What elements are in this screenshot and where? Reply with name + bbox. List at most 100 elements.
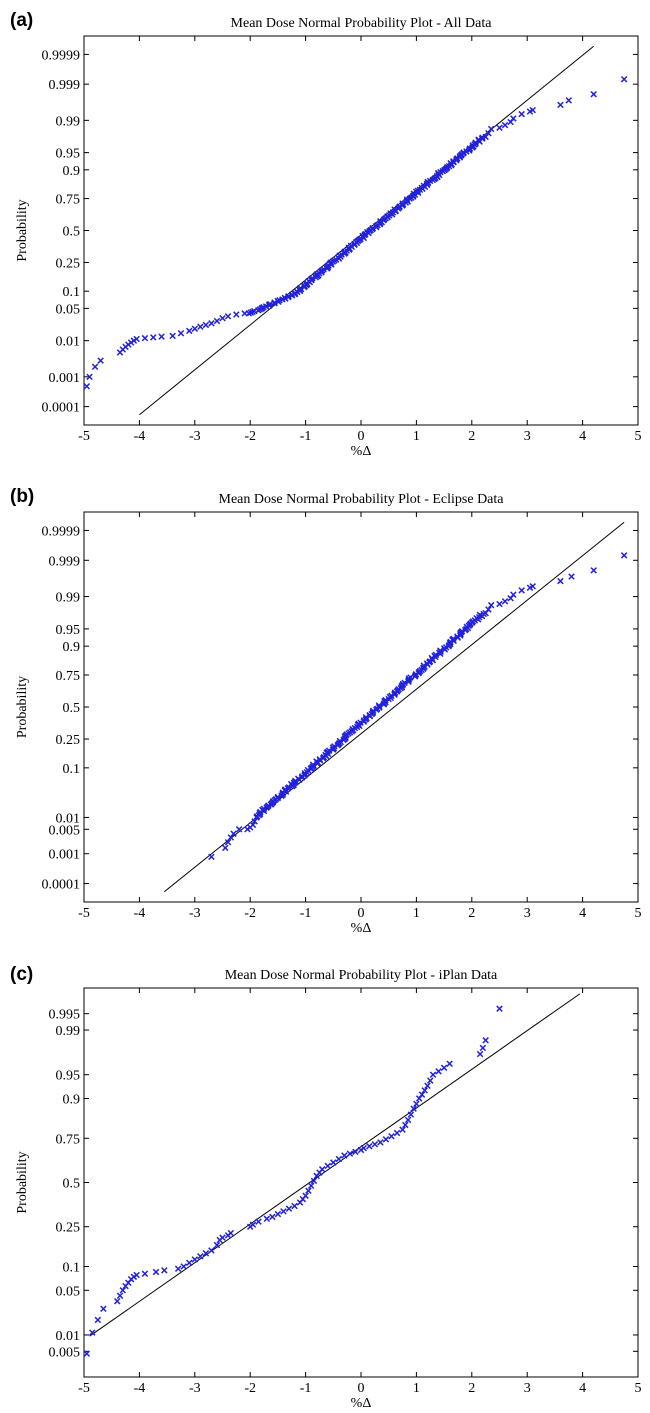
x-tick-label: -5 xyxy=(78,906,90,921)
data-point xyxy=(191,325,199,333)
data-point xyxy=(485,129,492,137)
data-point xyxy=(399,1126,406,1133)
data-point xyxy=(208,1247,215,1254)
y-tick-label: 0.001 xyxy=(49,371,81,386)
y-tick-label: 0.01 xyxy=(56,1329,81,1344)
plot-frame xyxy=(83,511,639,903)
chart-title: Mean Dose Normal Probability Plot - iPla… xyxy=(225,968,498,983)
data-point xyxy=(255,1218,262,1225)
y-tick-label: 0.75 xyxy=(56,1132,81,1147)
y-tick-label: 0.9 xyxy=(63,164,81,179)
data-point xyxy=(152,1268,160,1276)
data-point xyxy=(620,75,628,83)
reference-line xyxy=(164,521,625,893)
data-point xyxy=(568,573,575,580)
chart-panel-3: (c) Mean Dose Normal Probability Plot - i… xyxy=(10,964,642,1411)
data-point xyxy=(366,1142,373,1150)
y-tick-label: 0.95 xyxy=(56,623,81,638)
data-point xyxy=(97,357,104,364)
x-tick-label: -2 xyxy=(244,906,256,921)
data-point xyxy=(479,1044,487,1052)
x-tick-label: -3 xyxy=(189,1381,201,1396)
data-point xyxy=(251,818,258,825)
data-point xyxy=(202,1250,210,1257)
x-tick-label: -2 xyxy=(244,1381,256,1396)
data-point xyxy=(510,591,517,598)
x-tick-label: 4 xyxy=(579,1381,586,1396)
data-point xyxy=(324,1162,332,1170)
data-point xyxy=(208,853,215,861)
data-point xyxy=(429,1071,437,1078)
data-point xyxy=(377,1139,384,1146)
chart-title: Mean Dose Normal Probability Plot - All … xyxy=(231,16,493,31)
data-point xyxy=(263,1215,271,1223)
x-tick-label: -3 xyxy=(189,906,201,921)
data-point xyxy=(426,1077,434,1084)
data-point xyxy=(410,1105,417,1112)
data-point xyxy=(440,1064,448,1072)
data-point xyxy=(113,1297,121,1305)
y-tick-label: 0.5 xyxy=(63,225,81,240)
y-tick-label: 0.999 xyxy=(49,78,81,93)
data-point xyxy=(432,651,440,659)
data-point xyxy=(375,702,383,709)
x-tick-label: 0 xyxy=(358,1381,365,1396)
data-point xyxy=(141,1270,149,1277)
y-tick-label: 0.25 xyxy=(56,1221,81,1236)
data-point xyxy=(341,1152,348,1159)
y-tick-label: 0.5 xyxy=(63,701,81,716)
data-point xyxy=(476,1050,484,1058)
data-point xyxy=(557,577,564,585)
data-point xyxy=(565,97,573,104)
data-point xyxy=(224,838,232,846)
x-tick-label: -4 xyxy=(134,429,146,444)
x-tick-label: -2 xyxy=(244,429,256,444)
data-point xyxy=(415,1095,423,1102)
x-tick-label: 5 xyxy=(635,1381,642,1396)
plot-frame xyxy=(83,987,639,1378)
y-tick-label: 0.001 xyxy=(49,848,81,863)
data-point xyxy=(518,587,525,594)
data-point xyxy=(133,1271,140,1279)
y-tick-label: 0.005 xyxy=(49,823,81,838)
data-point xyxy=(518,110,525,118)
data-point xyxy=(526,584,534,591)
y-tick-label: 0.0001 xyxy=(42,878,81,893)
data-point xyxy=(224,313,232,320)
panel-letter: (b) xyxy=(10,486,34,507)
x-axis-label: %Δ xyxy=(351,921,372,936)
data-point xyxy=(291,1202,298,1210)
data-point xyxy=(310,1177,318,1185)
y-tick-label: 0.75 xyxy=(56,669,81,684)
y-tick-label: 0.05 xyxy=(56,302,81,317)
y-tick-label: 0.01 xyxy=(56,811,81,826)
y-tick-label: 0.1 xyxy=(63,285,81,300)
data-point xyxy=(418,1091,426,1098)
y-tick-label: 0.5 xyxy=(63,1177,81,1192)
data-point xyxy=(318,1166,326,1173)
data-point xyxy=(413,1100,420,1108)
x-tick-label: 2 xyxy=(468,906,475,921)
data-markers xyxy=(84,75,628,390)
data-point xyxy=(241,310,248,317)
y-tick-label: 0.25 xyxy=(56,256,81,271)
data-point xyxy=(620,552,628,559)
data-point xyxy=(421,1087,428,1094)
x-tick-label: -1 xyxy=(300,1381,312,1396)
y-tick-label: 0.9 xyxy=(63,1093,81,1108)
y-tick-label: 0.1 xyxy=(63,1260,81,1275)
data-point xyxy=(346,1150,354,1157)
x-tick-label: -1 xyxy=(300,906,312,921)
data-point xyxy=(174,1265,182,1273)
data-point xyxy=(496,600,503,608)
data-point xyxy=(280,1208,287,1215)
data-point xyxy=(130,337,138,344)
x-tick-label: 3 xyxy=(524,906,531,921)
data-point xyxy=(222,844,229,852)
y-tick-label: 0.9 xyxy=(63,640,81,655)
data-point xyxy=(219,314,226,322)
data-point xyxy=(94,1316,102,1324)
x-tick-label: 1 xyxy=(413,1381,420,1396)
data-point xyxy=(496,1005,503,1012)
